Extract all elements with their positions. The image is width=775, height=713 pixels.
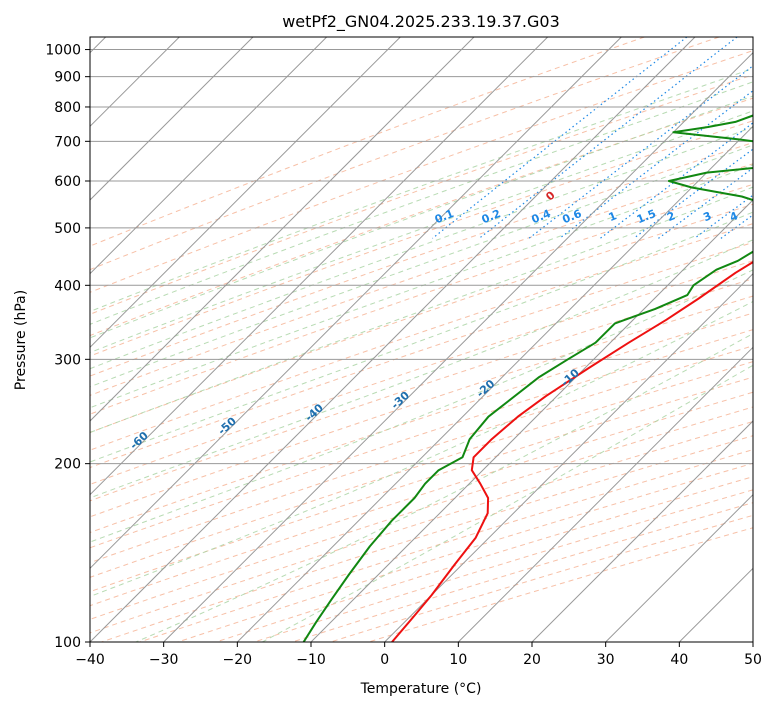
y-tick-label: 600 [54, 174, 81, 190]
y-tick-label: 500 [54, 221, 81, 237]
x-tick-label: −20 [223, 652, 253, 668]
y-axis-title: Pressure (hPa) [13, 290, 29, 390]
x-axis-title: Temperature (°C) [360, 681, 482, 697]
y-tick-label: 800 [54, 100, 81, 116]
x-tick-label: 40 [670, 652, 688, 668]
x-tick-label: −10 [296, 652, 326, 668]
chart-title: wetPf2_GN04.2025.233.19.37.G03 [282, 12, 560, 32]
x-tick-label: 50 [744, 652, 762, 668]
y-tick-label: 1000 [45, 43, 81, 59]
x-tick-label: 0 [380, 652, 389, 668]
x-tick-label: −30 [149, 652, 179, 668]
y-tick-label: 700 [54, 134, 81, 150]
y-tick-label: 200 [54, 457, 81, 473]
y-tick-label: 300 [54, 352, 81, 368]
x-tick-label: 20 [523, 652, 541, 668]
y-tick-label: 900 [54, 70, 81, 86]
x-tick-label: −40 [75, 652, 105, 668]
x-tick-label: 30 [597, 652, 615, 668]
y-tick-label: 400 [54, 278, 81, 294]
y-tick-label: 100 [54, 635, 81, 651]
x-tick-label: 10 [449, 652, 467, 668]
